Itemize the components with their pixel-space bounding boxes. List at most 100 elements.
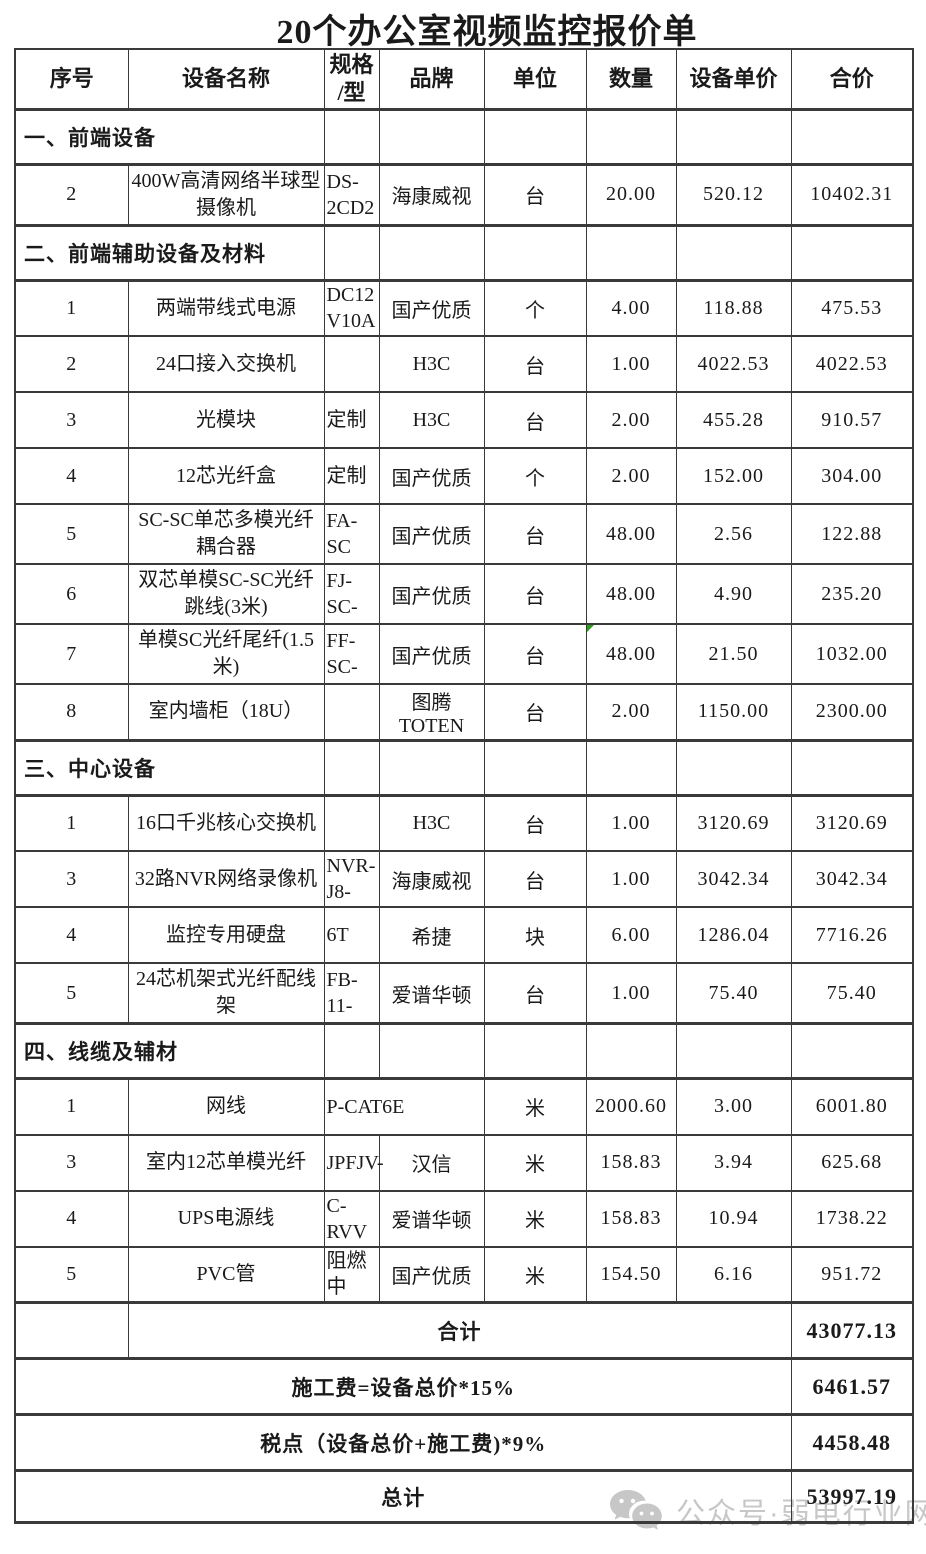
cell-empty — [323, 107, 380, 166]
cell-qty: 6.00 — [585, 906, 677, 964]
cell-name: 两端带线式电源 — [127, 279, 325, 337]
cell-spec: 定制 — [323, 447, 380, 505]
table-row: 6 双芯单模SC-SC光纤跳线(3米) FJ- SC- 国产优质 台 48.00… — [14, 563, 914, 625]
cell-qty: 1.00 — [585, 850, 677, 908]
section-row-center: 三、中心设备 — [14, 738, 914, 797]
cell-qty: 4.00 — [585, 279, 677, 337]
cell-brand: 爱谱华顿 — [378, 1189, 485, 1248]
cell-empty — [675, 738, 792, 797]
construction-fee-value: 6461.57 — [790, 1357, 914, 1416]
cell-name: 24芯机架式光纤配线架 — [127, 962, 325, 1025]
cell-total: 304.00 — [790, 447, 914, 505]
cell-unit-price: 118.88 — [675, 279, 792, 337]
header-brand: 品牌 — [378, 48, 485, 110]
section-label: 二、前端辅助设备及材料 — [14, 223, 325, 282]
cell-spec — [323, 683, 380, 741]
cell-seq: 1 — [14, 279, 129, 337]
cell-spec: NVR- J8- — [323, 850, 380, 908]
cell-name: PVC管 — [127, 1245, 325, 1304]
cell-unit: 台 — [483, 503, 587, 565]
cell-qty: 2000.60 — [585, 1077, 677, 1136]
cell-qty: 2.00 — [585, 447, 677, 505]
tax-label: 税点（设备总价+施工费)*9% — [14, 1413, 792, 1472]
cell-brand: 国产优质 — [378, 563, 485, 625]
cell-empty — [675, 223, 792, 282]
header-seq: 序号 — [14, 48, 129, 110]
cell-empty — [378, 738, 485, 797]
cell-total: 122.88 — [790, 503, 914, 565]
cell-empty — [483, 223, 587, 282]
cell-empty — [790, 223, 914, 282]
cell-seq: 2 — [14, 163, 129, 226]
table-row: 1 16口千兆核心交换机 H3C 台 1.00 3120.69 3120.69 — [14, 794, 914, 852]
cell-name: 24口接入交换机 — [127, 335, 325, 393]
cell-empty — [323, 738, 380, 797]
cell-unit: 个 — [483, 447, 587, 505]
cell-unit: 台 — [483, 623, 587, 685]
cell-total: 1032.00 — [790, 623, 914, 685]
cell-brand: 汉信 — [378, 1133, 485, 1192]
header-unit-price: 设备单价 — [675, 48, 792, 110]
cell-unit-price: 152.00 — [675, 447, 792, 505]
cell-name: 12芯光纤盒 — [127, 447, 325, 505]
cell-spec: DS- 2CD2 — [323, 163, 380, 226]
cell-unit: 米 — [483, 1077, 587, 1136]
cell-empty — [323, 1022, 380, 1080]
table-row: 3 光模块 定制 H3C 台 2.00 455.28 910.57 — [14, 391, 914, 449]
construction-fee-label: 施工费=设备总价*15% — [14, 1357, 792, 1416]
cell-brand: 爱谱华顿 — [378, 962, 485, 1025]
cell-spec — [323, 794, 380, 852]
cell-brand: 国产优质 — [378, 279, 485, 337]
cell-qty: 48.00 — [585, 563, 677, 625]
cell-total: 10402.31 — [790, 163, 914, 226]
section-row-cables: 四、线缆及辅材 — [14, 1022, 914, 1080]
cell-qty: 2.00 — [585, 391, 677, 449]
cell-brand: 国产优质 — [378, 447, 485, 505]
cell-empty — [585, 738, 677, 797]
cell-unit-price: 3.94 — [675, 1133, 792, 1192]
cell-qty: 48.00 — [585, 503, 677, 565]
cell-seq: 3 — [14, 1133, 129, 1192]
cell-qty: 154.50 — [585, 1245, 677, 1304]
cell-unit-price: 75.40 — [675, 962, 792, 1025]
cell-unit: 米 — [483, 1189, 587, 1248]
cell-seq: 3 — [14, 850, 129, 908]
table-row: 7 单模SC光纤尾纤(1.5米) FF- SC- 国产优质 台 48.00 21… — [14, 623, 914, 685]
section-label: 一、前端设备 — [14, 107, 325, 166]
cell-unit: 台 — [483, 563, 587, 625]
cell-brand: H3C — [378, 391, 485, 449]
cell-spec: 定制 — [323, 391, 380, 449]
cell-seq: 2 — [14, 335, 129, 393]
cell-brand: 图腾TOTEN — [378, 683, 485, 741]
cell-unit-price: 455.28 — [675, 391, 792, 449]
table-row: 1 两端带线式电源 DC12 V10A 国产优质 个 4.00 118.88 4… — [14, 279, 914, 337]
cell-qty: 158.83 — [585, 1189, 677, 1248]
cell-spec — [323, 335, 380, 393]
cell-qty-value: 48.00 — [606, 642, 656, 665]
cell-name: SC-SC单芯多模光纤耦合器 — [127, 503, 325, 565]
cell-seq: 6 — [14, 563, 129, 625]
cell-unit-price: 4.90 — [675, 563, 792, 625]
cell-empty — [675, 1022, 792, 1080]
cell-empty — [483, 1022, 587, 1080]
cell-unit-price: 4022.53 — [675, 335, 792, 393]
table-row: 3 室内12芯单模光纤 JPFJV- 汉信 米 158.83 3.94 625.… — [14, 1133, 914, 1192]
cell-name: 网线 — [127, 1077, 325, 1136]
cell-name: 光模块 — [127, 391, 325, 449]
cell-empty — [585, 223, 677, 282]
cell-unit-price: 1150.00 — [675, 683, 792, 741]
cell-brand: 国产优质 — [378, 1245, 485, 1304]
subtotal-value: 43077.13 — [790, 1301, 914, 1360]
cell-unit-price: 6.16 — [675, 1245, 792, 1304]
header-name: 设备名称 — [127, 48, 325, 110]
cell-total: 7716.26 — [790, 906, 914, 964]
cell-unit-price: 1286.04 — [675, 906, 792, 964]
cell-total: 910.57 — [790, 391, 914, 449]
cell-empty — [378, 107, 485, 166]
table-row: 5 PVC管 阻燃 中 国产优质 米 154.50 6.16 951.72 — [14, 1245, 914, 1304]
cell-brand: 海康威视 — [378, 163, 485, 226]
cell-name: 室内墙柜（18U） — [127, 683, 325, 741]
cell-unit: 台 — [483, 163, 587, 226]
section-label: 三、中心设备 — [14, 738, 325, 797]
cell-brand: 希捷 — [378, 906, 485, 964]
